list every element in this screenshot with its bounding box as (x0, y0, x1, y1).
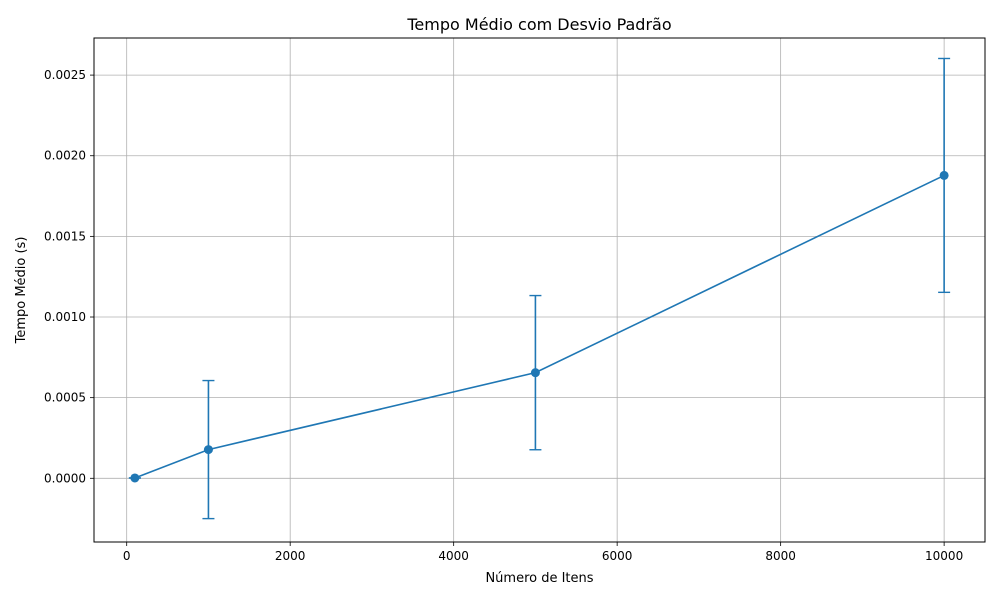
x-tick-label: 10000 (925, 549, 963, 563)
x-tick-label: 8000 (765, 549, 796, 563)
series-line (134, 174, 945, 479)
plot-frame (93, 37, 986, 543)
x-tick-label: 2000 (275, 549, 306, 563)
y-tick-label: 0.0005 (44, 391, 86, 405)
y-tick-label: 0.0020 (44, 149, 86, 163)
y-tick-label: 0.0010 (44, 310, 86, 324)
x-axis-label: Número de Itens (485, 571, 593, 586)
grid (94, 38, 985, 542)
y-tick-label: 0.0015 (44, 229, 86, 243)
y-tick-label: 0.0025 (44, 68, 86, 82)
chart-title: Tempo Médio com Desvio Padrão (406, 15, 671, 34)
y-axis-label: Tempo Médio (s) (14, 237, 29, 345)
data-point (939, 170, 949, 180)
series-layer (128, 57, 951, 520)
data-point (530, 368, 540, 378)
data-point (130, 473, 140, 483)
y-tick-label: 0.0000 (44, 471, 86, 485)
x-tick-label: 6000 (602, 549, 633, 563)
axes: 0 2000 4000 6000 8000 10000 0.0000 0.0005 0.0010… (44, 68, 963, 563)
data-point (203, 445, 213, 455)
x-tick-label: 4000 (438, 549, 469, 563)
x-tick-label: 0 (123, 549, 131, 563)
